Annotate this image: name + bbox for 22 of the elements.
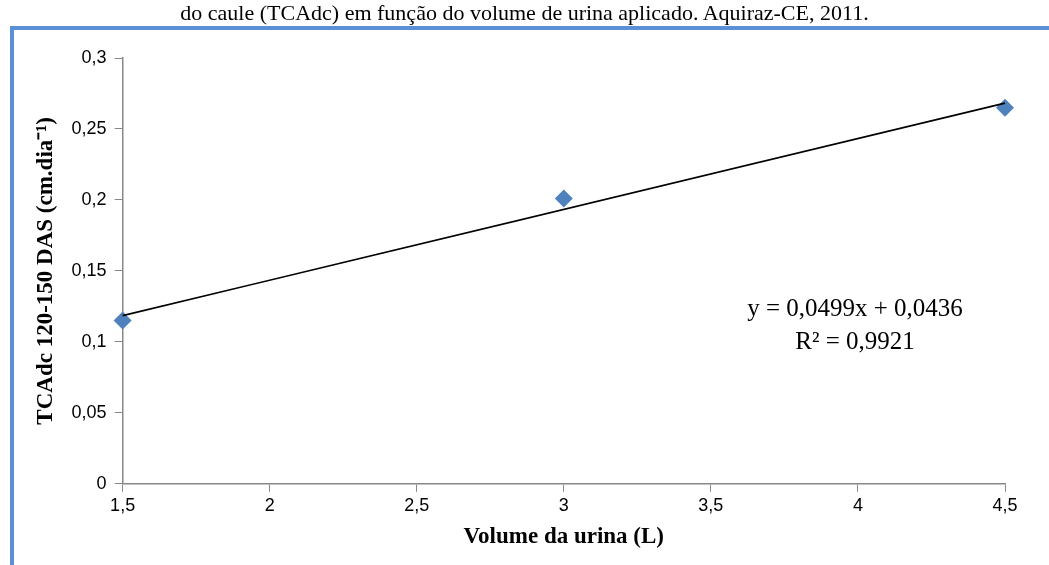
x-tick-label: 3,5 [698,494,724,515]
point [113,311,132,330]
x-tick-label: 4 [852,494,863,515]
annotation: y = 0,0499x + 0,0436 [747,293,963,321]
text: do caule (TCAdc) em função do volume de urina aplicado. Aquiraz-CE, 2011. [179,0,870,26]
x-tick-label: 2 [264,494,275,515]
y-tick-label: 0,15 [71,259,107,280]
y-axis-title: TCAdc 120-150 DAS (cm.dia⁻¹) [31,117,57,425]
annotation: R² = 0,9921 [795,327,915,354]
x-tick-label: 3 [558,494,569,515]
y-tick-label: 0,25 [71,117,107,138]
y-tick-label: 0,1 [81,330,107,351]
y-tick-label: 0 [96,472,107,493]
y-tick-label: 0,3 [81,46,107,67]
point [554,189,573,208]
x-axis-title: Volume da urina (L) [463,523,665,549]
x-tick-label: 4,5 [992,494,1018,515]
y-tick-label: 0,2 [81,188,107,209]
x-tick-label: 1,5 [110,494,136,515]
x-tick-label: 2,5 [404,494,430,515]
y-tick-label: 0,05 [71,401,107,422]
point [996,98,1014,117]
